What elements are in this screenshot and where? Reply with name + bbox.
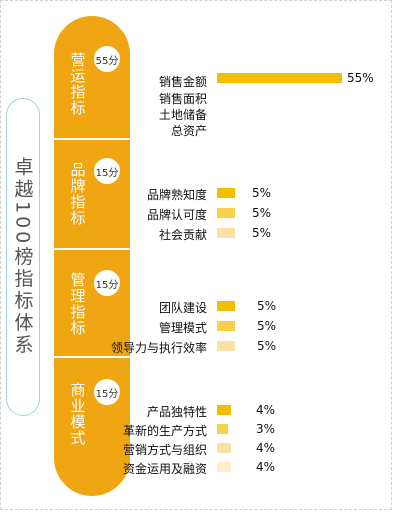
weight-value: 4%	[256, 441, 276, 455]
item-label: 销售金额	[158, 75, 207, 89]
weight-value: 5%	[252, 226, 272, 240]
item-label: 资金运用及融资	[122, 462, 207, 476]
weight-value: 4%	[256, 403, 276, 417]
item-label: 革新的生产方式	[122, 424, 207, 438]
item-label: 总资产	[170, 124, 207, 138]
side-title-box: 卓越100榜指标体系	[6, 98, 40, 416]
category-name-brand: 品牌指标	[68, 162, 87, 226]
weight-bar	[217, 405, 231, 415]
weight-value: 5%	[252, 186, 272, 200]
weight-value: 5%	[257, 319, 277, 333]
weight-bar	[217, 424, 228, 434]
weight-bar	[217, 73, 342, 83]
weight-value: 5%	[252, 206, 272, 220]
category-divider	[54, 356, 130, 358]
weight-value: 3%	[256, 422, 276, 436]
score-badge-business-model: 15分	[92, 377, 122, 407]
weight-value: 4%	[256, 460, 276, 474]
item-label: 领导力与执行效率	[110, 341, 207, 355]
item-label: 销售面积	[158, 92, 207, 106]
score-badge-brand: 15分	[92, 156, 122, 186]
item-label: 营销方式与组织	[122, 443, 207, 457]
weight-value: 5%	[257, 339, 277, 353]
score-badge-operations: 55分	[92, 44, 122, 74]
category-divider	[54, 248, 130, 250]
weight-bar	[217, 301, 235, 311]
category-name-business-model: 商业模式	[68, 382, 87, 446]
item-label: 团队建设	[158, 301, 207, 315]
weight-bar	[217, 228, 235, 238]
category-name-operations: 营运指标	[68, 52, 87, 116]
item-label: 品牌熟知度	[146, 188, 207, 202]
item-label: 品牌认可度	[146, 208, 207, 222]
item-label: 社会贡献	[158, 228, 207, 242]
weight-bar	[217, 341, 235, 351]
diagram-frame	[0, 0, 392, 510]
weight-bar	[217, 462, 231, 472]
item-label: 产品独特性	[146, 405, 207, 419]
category-name-management: 管理指标	[68, 272, 87, 336]
side-title: 卓越100榜指标体系	[11, 157, 34, 357]
category-divider	[54, 138, 130, 140]
category-pill	[54, 16, 130, 496]
item-label: 土地储备	[158, 108, 207, 122]
weight-bar	[217, 188, 235, 198]
weight-bar	[217, 208, 235, 218]
score-badge-management: 15分	[92, 268, 122, 298]
weight-value: 5%	[257, 299, 277, 313]
item-label: 管理模式	[158, 321, 207, 335]
weight-value: 55%	[347, 71, 374, 85]
weight-bar	[217, 321, 235, 331]
weight-bar	[217, 443, 231, 453]
